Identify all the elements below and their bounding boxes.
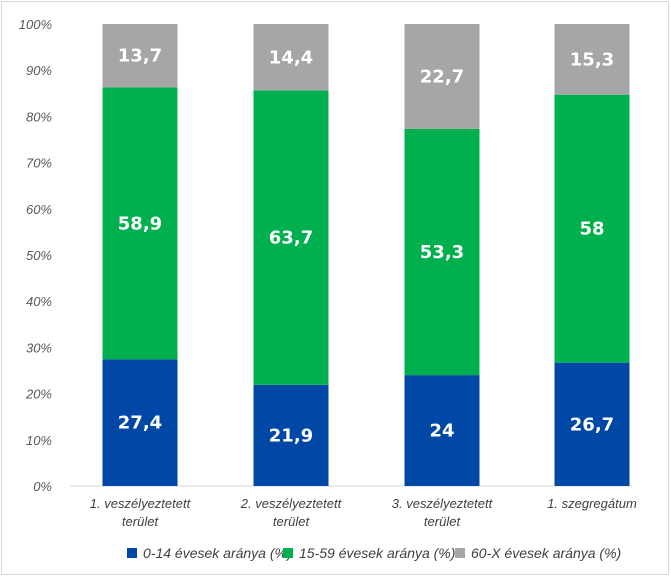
bar-segment (404, 24, 480, 129)
data-label: 15,3 (570, 49, 614, 70)
y-tick-label: 20% (25, 387, 52, 402)
legend-swatch (455, 548, 465, 558)
x-category-label: 1. veszélyeztetett (90, 496, 192, 511)
y-tick-label: 90% (26, 63, 52, 78)
x-category-label: terület (273, 514, 311, 529)
bar-segment (102, 87, 178, 360)
x-category-label: 2. veszélyeztetett (240, 496, 343, 511)
legend-label: 60-X évesek aránya (%) (471, 545, 621, 561)
y-tick-label: 50% (26, 248, 52, 263)
y-tick-label: 80% (26, 109, 52, 124)
data-label: 24 (429, 421, 454, 442)
data-label: 14,4 (269, 47, 313, 68)
x-category-label: 3. veszélyeztetett (392, 496, 494, 511)
bar-segment (554, 24, 630, 95)
data-label: 26,7 (570, 414, 614, 435)
x-category-label: 1. szegregátum (547, 496, 637, 511)
data-label: 58,9 (118, 213, 162, 234)
data-label: 21,9 (269, 425, 313, 446)
bar-segment (102, 359, 178, 486)
y-tick-label: 10% (26, 433, 52, 448)
y-tick-label: 40% (26, 294, 52, 309)
bar-segment (554, 94, 630, 363)
bar-segment (253, 384, 329, 486)
legend-swatch (127, 548, 137, 558)
bar-segment (253, 24, 329, 91)
y-tick-label: 0% (33, 479, 52, 494)
data-label: 63,7 (269, 228, 313, 249)
legend-label: 15-59 évesek aránya (%) (299, 545, 455, 561)
data-label: 58 (579, 219, 604, 240)
bar-segment (102, 24, 178, 88)
bar-segment (554, 362, 630, 486)
y-tick-label: 60% (26, 202, 52, 217)
y-tick-label: 30% (26, 340, 52, 355)
x-category-label: terület (122, 514, 160, 529)
data-label: 13,7 (118, 46, 162, 67)
bar-segment (404, 128, 480, 376)
y-tick-label: 100% (19, 17, 52, 32)
legend-label: 0-14 évesek aránya (%) (143, 545, 292, 561)
x-category-label: terület (424, 514, 462, 529)
y-tick-label: 70% (26, 156, 52, 171)
bar-segment (253, 90, 329, 385)
legend-swatch (283, 548, 293, 558)
data-label: 27,4 (118, 413, 162, 434)
data-label: 53,3 (420, 242, 464, 263)
bar-segment (404, 375, 480, 486)
data-label: 22,7 (420, 66, 464, 87)
